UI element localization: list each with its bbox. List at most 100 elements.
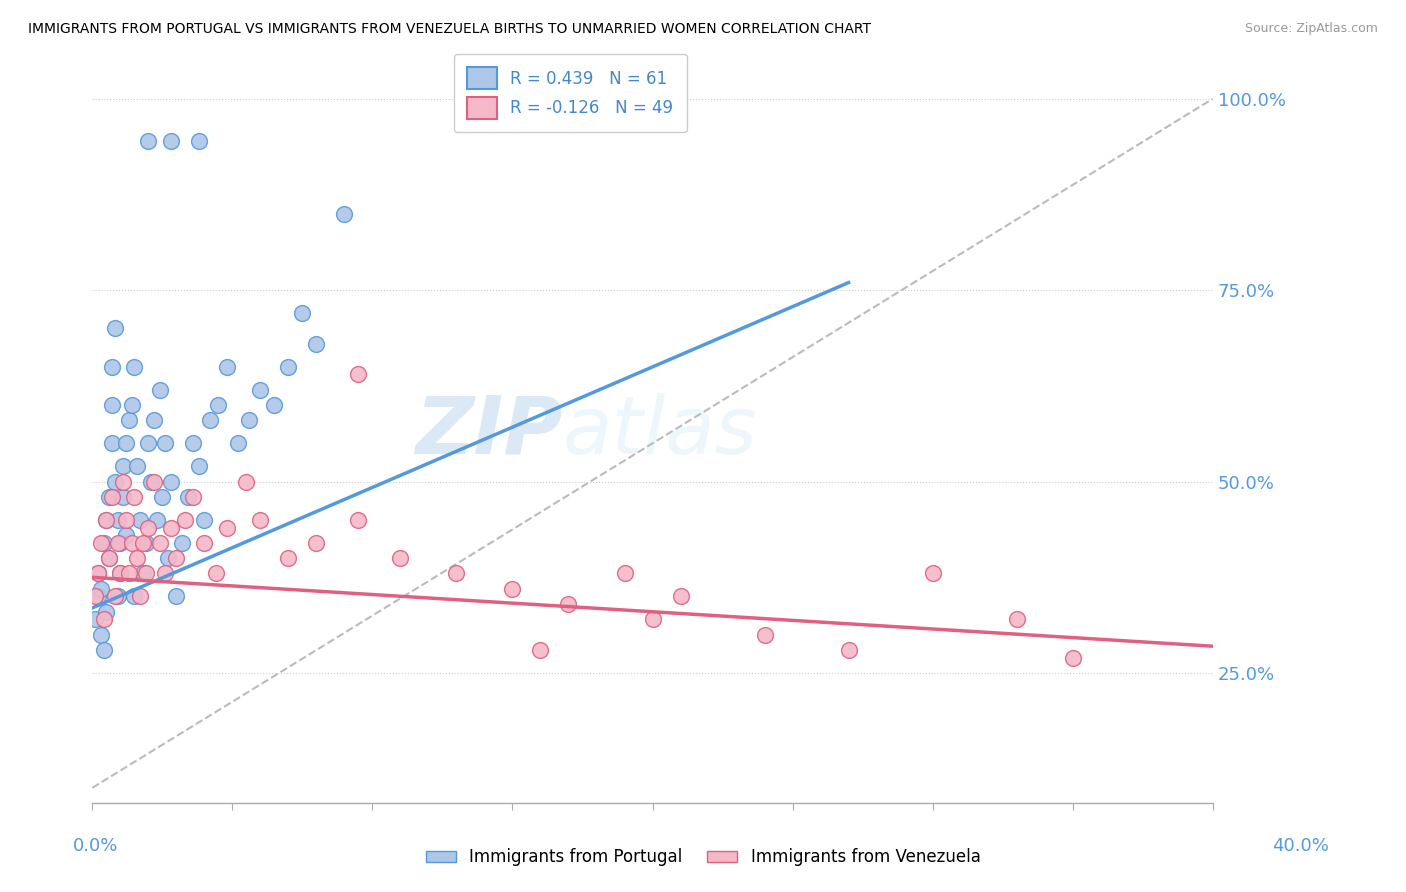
Point — [142, 413, 165, 427]
Point — [1005, 612, 1028, 626]
Point — [153, 436, 176, 450]
Point — [277, 359, 299, 374]
Point — [145, 513, 167, 527]
Point — [104, 475, 127, 489]
Text: 40.0%: 40.0% — [1272, 837, 1329, 855]
Point — [150, 490, 173, 504]
Point — [84, 590, 107, 604]
Point — [90, 536, 112, 550]
Point — [87, 590, 110, 604]
Point — [127, 551, 149, 566]
Point — [135, 566, 157, 581]
Point — [226, 436, 249, 450]
Point — [159, 134, 181, 148]
Point — [235, 475, 257, 489]
Point — [84, 612, 107, 626]
Point — [159, 475, 181, 489]
Point — [96, 513, 118, 527]
Point — [153, 566, 176, 581]
Point — [501, 582, 523, 596]
Point — [159, 520, 181, 534]
Point — [112, 475, 135, 489]
Point — [142, 475, 165, 489]
Point — [127, 459, 149, 474]
Point — [389, 551, 412, 566]
Point — [138, 134, 160, 148]
Point — [141, 475, 163, 489]
Point — [198, 413, 221, 427]
Text: Source: ZipAtlas.com: Source: ZipAtlas.com — [1244, 22, 1378, 36]
Point — [110, 536, 132, 550]
Point — [124, 590, 146, 604]
Point — [193, 536, 215, 550]
Point — [101, 436, 124, 450]
Point — [87, 566, 110, 581]
Point — [187, 459, 209, 474]
Point — [121, 536, 143, 550]
Legend: Immigrants from Portugal, Immigrants from Venezuela: Immigrants from Portugal, Immigrants fro… — [419, 842, 987, 873]
Point — [98, 551, 121, 566]
Point — [124, 359, 146, 374]
Point — [215, 520, 238, 534]
Point — [93, 612, 115, 626]
Point — [187, 134, 209, 148]
Point — [101, 359, 124, 374]
Point — [921, 566, 943, 581]
Point — [98, 551, 121, 566]
Point — [107, 590, 129, 604]
Point — [104, 590, 127, 604]
Point — [96, 605, 118, 619]
Point — [347, 513, 370, 527]
Point — [90, 582, 112, 596]
Point — [249, 513, 271, 527]
Point — [669, 590, 692, 604]
Point — [249, 383, 271, 397]
Point — [110, 566, 132, 581]
Point — [754, 628, 776, 642]
Point — [557, 597, 579, 611]
Point — [110, 566, 132, 581]
Point — [305, 536, 328, 550]
Point — [107, 513, 129, 527]
Point — [215, 359, 238, 374]
Point — [347, 368, 370, 382]
Point — [138, 520, 160, 534]
Point — [277, 551, 299, 566]
Point — [165, 590, 187, 604]
Point — [115, 528, 138, 542]
Point — [165, 551, 187, 566]
Point — [148, 536, 170, 550]
Point — [204, 566, 226, 581]
Point — [305, 336, 328, 351]
Text: 0.0%: 0.0% — [73, 837, 118, 855]
Point — [96, 513, 118, 527]
Text: ZIP: ZIP — [416, 392, 562, 471]
Point — [263, 398, 285, 412]
Point — [118, 566, 141, 581]
Point — [176, 490, 198, 504]
Point — [613, 566, 636, 581]
Point — [132, 566, 155, 581]
Point — [115, 436, 138, 450]
Point — [112, 490, 135, 504]
Point — [132, 536, 155, 550]
Point — [207, 398, 229, 412]
Point — [129, 590, 152, 604]
Point — [181, 436, 204, 450]
Point — [121, 398, 143, 412]
Point — [101, 490, 124, 504]
Point — [87, 566, 110, 581]
Point — [107, 536, 129, 550]
Text: IMMIGRANTS FROM PORTUGAL VS IMMIGRANTS FROM VENEZUELA BIRTHS TO UNMARRIED WOMEN : IMMIGRANTS FROM PORTUGAL VS IMMIGRANTS F… — [28, 22, 872, 37]
Point — [193, 513, 215, 527]
Point — [529, 643, 551, 657]
Point — [135, 536, 157, 550]
Point — [446, 566, 468, 581]
Point — [98, 490, 121, 504]
Text: atlas: atlas — [562, 392, 758, 471]
Point — [291, 306, 314, 320]
Point — [138, 436, 160, 450]
Point — [129, 513, 152, 527]
Point — [838, 643, 860, 657]
Point — [101, 398, 124, 412]
